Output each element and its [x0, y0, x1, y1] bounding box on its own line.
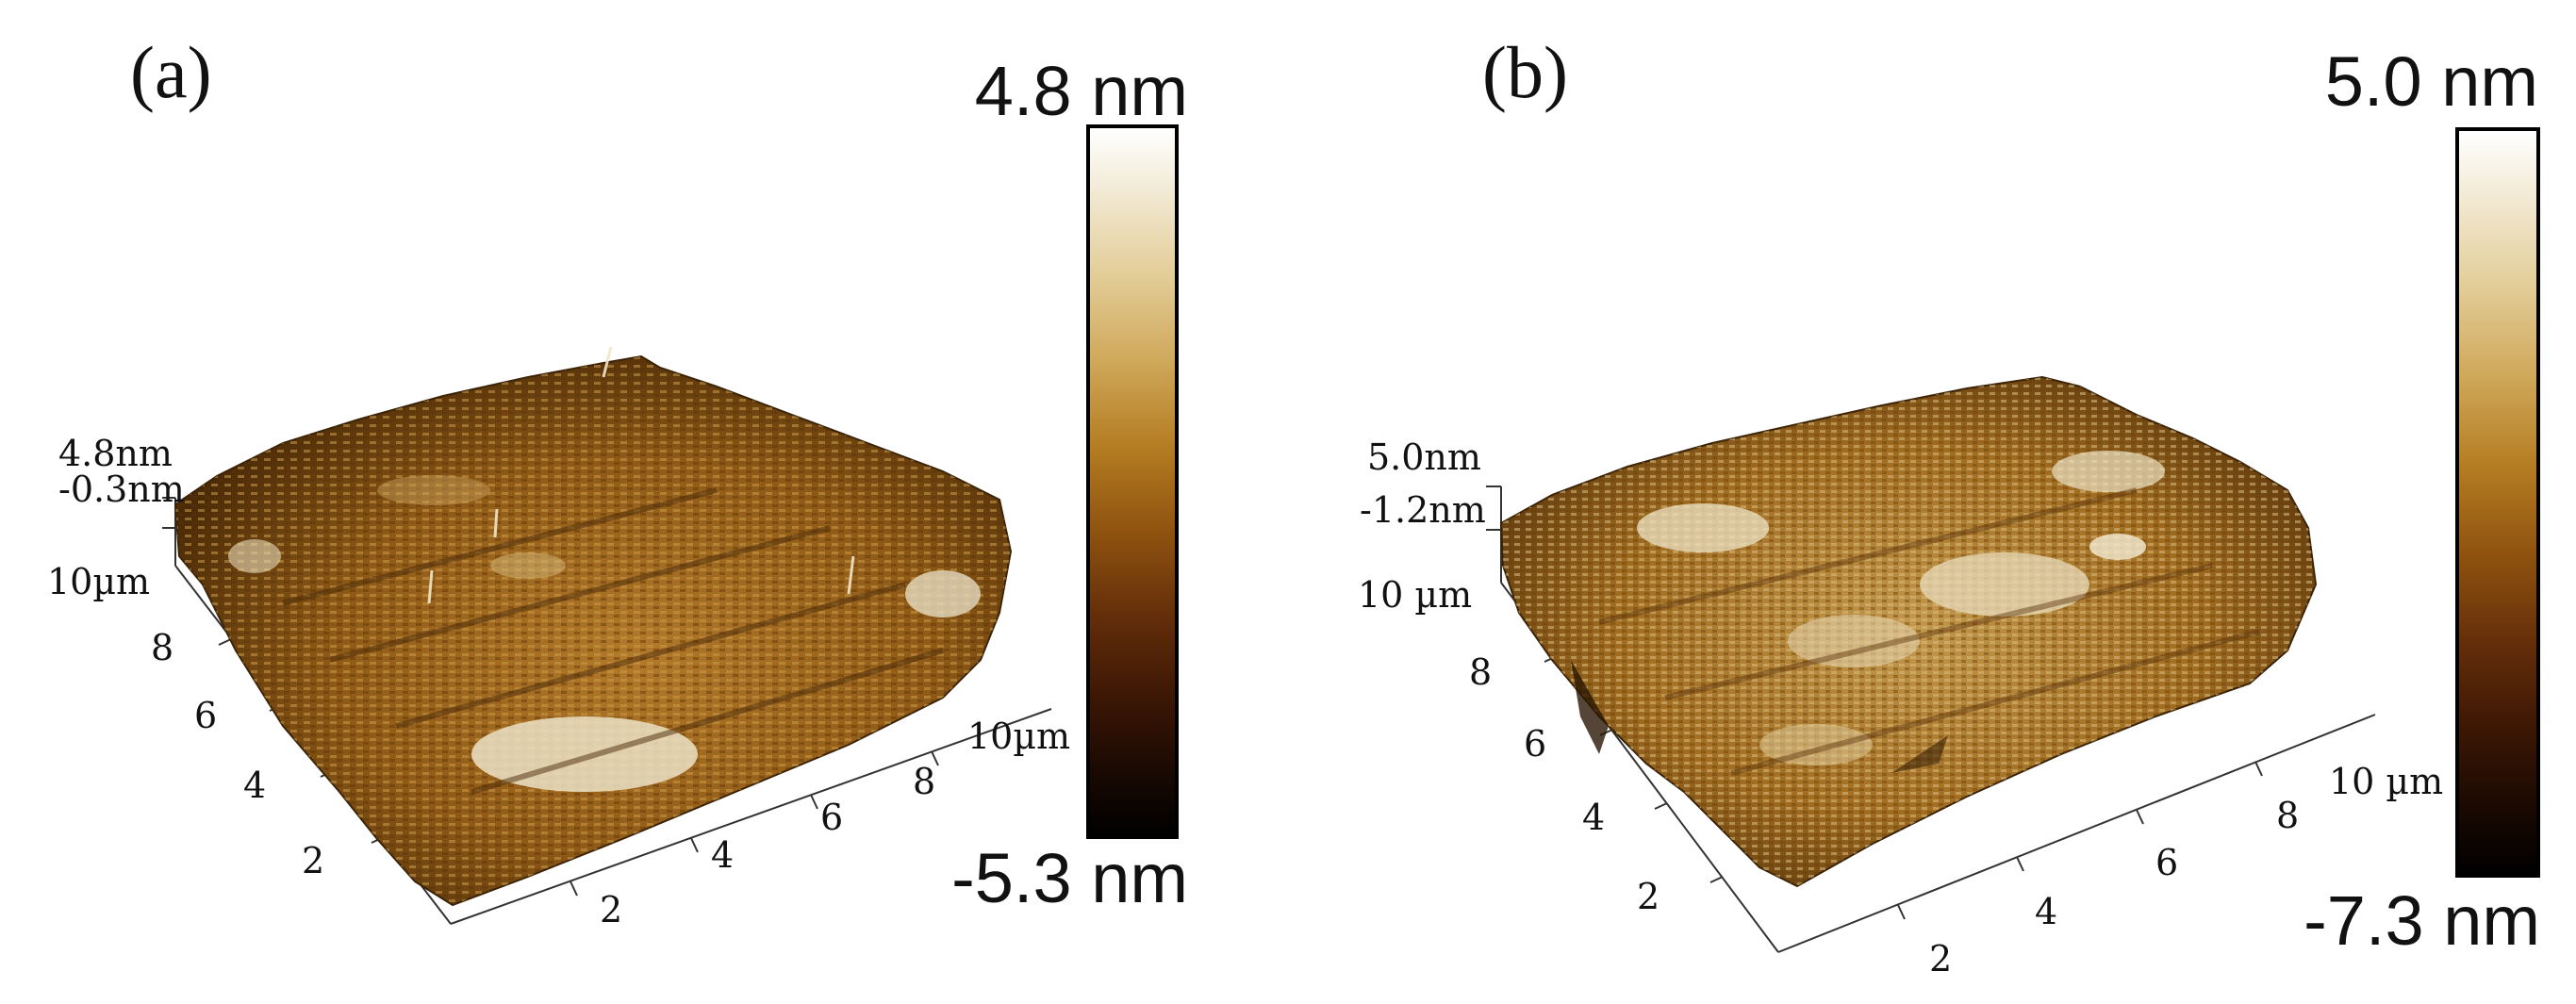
- panel-b-left-tick-4: 4: [1582, 797, 1606, 838]
- panel-a-bottom-tick-6: 6: [820, 797, 844, 838]
- panel-b-scale-min: -7.3 nm: [2304, 881, 2540, 960]
- panel-a: (a): [47, 31, 1188, 930]
- panel-b-left-tick-8: 8: [1469, 651, 1493, 693]
- panel-a-left-tick-6: 6: [194, 695, 218, 736]
- panel-a-bottom-tick-8: 8: [913, 761, 936, 802]
- panel-b-bottom-tick-8: 8: [2276, 795, 2300, 836]
- panel-b-left-tick-10: 10 µm: [1358, 574, 1473, 616]
- panel-b-left-tick-2: 2: [1637, 876, 1660, 917]
- panel-a-bottom-tick-10: 10µm: [967, 716, 1071, 757]
- panel-a-left-tick-10: 10µm: [47, 561, 151, 602]
- panel-a-left-tick-8: 8: [151, 627, 174, 668]
- panel-b-bottom-tick-10: 10 µm: [2329, 761, 2444, 802]
- panel-b-bright-patch: [1637, 503, 1769, 552]
- panel-b: (b): [1288, 0, 2576, 1004]
- panel-a-z-top-label: 4.8nm: [58, 433, 173, 474]
- panel-b-label: (b): [1482, 31, 1568, 113]
- panel-b-bottom-tick-4: 4: [2035, 891, 2058, 932]
- panel-a-scale-min: -5.3 nm: [951, 839, 1188, 917]
- panel-b-scale-max: 5.0 nm: [2324, 42, 2538, 121]
- panel-a-scale-max: 4.8 nm: [974, 52, 1188, 130]
- panel-a-colorbar: [1086, 124, 1179, 839]
- panel-b-bottom-tick-6: 6: [2155, 842, 2179, 883]
- panel-a-bottom-tick-2: 2: [600, 889, 623, 930]
- panel-b-bottom-tick-2: 2: [1929, 938, 1953, 979]
- panel-a-left-tick-2: 2: [302, 840, 325, 881]
- panel-b-colorbar: [2455, 127, 2540, 878]
- panel-a-3d-surface: [162, 346, 1052, 925]
- panel-a-label: (a): [130, 31, 212, 113]
- panel-b-z-top-label: 5.0nm: [1367, 436, 1481, 478]
- panel-a-left-tick-4: 4: [243, 765, 267, 806]
- panel-b-left-tick-6: 6: [1524, 723, 1547, 765]
- panel-a-bottom-tick-4: 4: [711, 834, 735, 876]
- panel-a-z-mid-label: -0.3nm: [58, 469, 185, 510]
- panel-b-z-mid-label: -1.2nm: [1360, 489, 1486, 531]
- panel-b-3d-surface: [1486, 375, 2376, 953]
